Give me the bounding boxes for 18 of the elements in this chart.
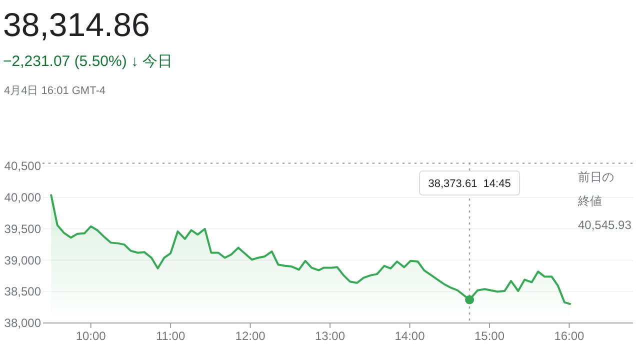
y-tick-label: 40,500 <box>4 159 42 174</box>
y-tick-label: 39,000 <box>4 253 42 268</box>
y-tick-label: 39,500 <box>4 222 42 236</box>
text: 4月4日 16:01 GMT-4 <box>4 85 106 97</box>
x-tick-label: 16:00 <box>554 329 585 343</box>
annotation: 38,373.61 14:45 <box>428 178 511 190</box>
x-tick-label: 13:00 <box>315 329 346 343</box>
chart-title: 38,314.86 <box>3 6 150 43</box>
y-tick-label: 38,500 <box>4 284 42 299</box>
x-tick-label: 10:00 <box>76 329 106 343</box>
y-tick-label: 38,000 <box>4 316 42 330</box>
ref-line-label: 前日の終値 40,545.93 <box>577 170 632 232</box>
x-tick-label: 14:00 <box>394 329 426 343</box>
x-tick-label: 11:00 <box>156 329 186 343</box>
x-tick-label: 15:00 <box>474 329 505 343</box>
chart-subtitle: −2,231.07 (5.50%) ↓ 今日 <box>3 53 173 70</box>
x-tick-label: 12:00 <box>235 329 266 343</box>
y-tick-label: 40,000 <box>4 190 42 205</box>
